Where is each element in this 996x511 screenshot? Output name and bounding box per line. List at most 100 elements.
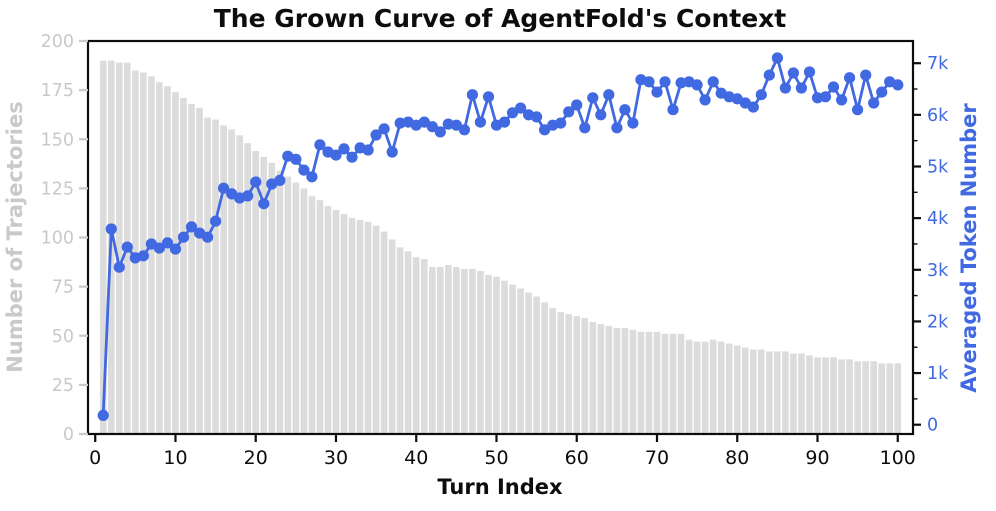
bar [501,280,508,434]
x-tick-label: 50 [484,447,508,469]
x-tick-label: 80 [725,447,749,469]
left-y-tick-label: 175 [41,81,74,101]
data-point [667,104,679,116]
bar [445,265,452,434]
bar [886,363,894,434]
data-point [579,122,591,134]
bar [204,117,211,434]
x-tick-label: 70 [645,447,669,469]
right-y-tick-label: 2k [927,312,949,332]
bar [645,331,653,434]
data-point [587,92,599,104]
data-point [466,89,478,101]
bar [533,296,540,434]
data-point [651,86,663,98]
x-tick-label: 40 [404,447,428,469]
bar [228,129,235,434]
right-y-tick-label: 7k [927,54,949,74]
data-point [185,221,198,233]
bar [428,266,436,434]
bar [308,196,316,434]
data-point [844,72,856,84]
data-point [787,67,800,79]
data-point [210,215,222,227]
bar [701,341,709,434]
x-tick-label: 100 [880,447,916,469]
bar [750,349,757,434]
data-point [691,79,703,91]
bar [316,200,324,434]
bar [99,60,107,435]
data-point [153,242,165,254]
bar [557,312,564,434]
data-point [105,223,117,235]
data-point [330,149,342,161]
data-point [643,76,655,88]
bar [364,221,372,434]
bar [260,156,268,434]
bar [741,347,749,434]
data-point [298,164,310,176]
data-point [603,89,615,101]
x-tick-label: 10 [163,447,187,469]
chart-title: The Grown Curve of AgentFold's Context [214,4,787,33]
bar [469,268,476,434]
bar [766,351,773,434]
bar [661,333,669,434]
bar [782,351,789,434]
bar [356,219,364,434]
bar [372,225,380,434]
bar [252,151,260,435]
data-point [763,69,775,81]
bar [188,103,195,434]
x-tick-label: 20 [244,447,268,469]
bar [798,353,805,434]
x-tick-label: 60 [565,447,589,469]
bar [348,217,356,434]
data-point [571,99,583,111]
data-point [747,101,759,113]
bar [621,327,629,434]
bar [517,288,524,434]
x-tick-label: 0 [89,447,101,469]
bar [477,270,484,434]
data-point [386,146,398,158]
left-y-tick-label: 50 [52,327,74,347]
bar [806,355,813,434]
bar [733,345,741,434]
bar [284,176,292,434]
bar [669,333,677,434]
data-point [426,121,438,133]
data-point [250,176,262,188]
bar [332,209,340,434]
data-point [258,198,270,210]
bar [878,363,885,434]
data-point [755,89,767,101]
bar [453,266,460,434]
bar [164,86,171,434]
left-y-tick-label: 200 [41,32,74,52]
data-point [434,126,446,138]
bar [156,82,163,434]
bar [629,329,637,434]
data-point [627,117,639,129]
bar [196,107,203,434]
data-point [892,79,904,91]
data-point [137,250,149,262]
x-tick-label: 30 [324,447,348,469]
bar [148,76,155,435]
data-point [506,107,519,119]
bar [830,357,837,434]
data-point [121,241,133,253]
bar [132,70,139,434]
data-point [474,116,486,128]
data-point [868,97,880,109]
data-point [378,123,390,135]
bar [677,333,685,434]
bar [388,239,396,434]
left-y-tick-label: 100 [41,229,74,249]
data-point [362,144,374,156]
bar [396,247,404,434]
data-point [531,111,543,123]
